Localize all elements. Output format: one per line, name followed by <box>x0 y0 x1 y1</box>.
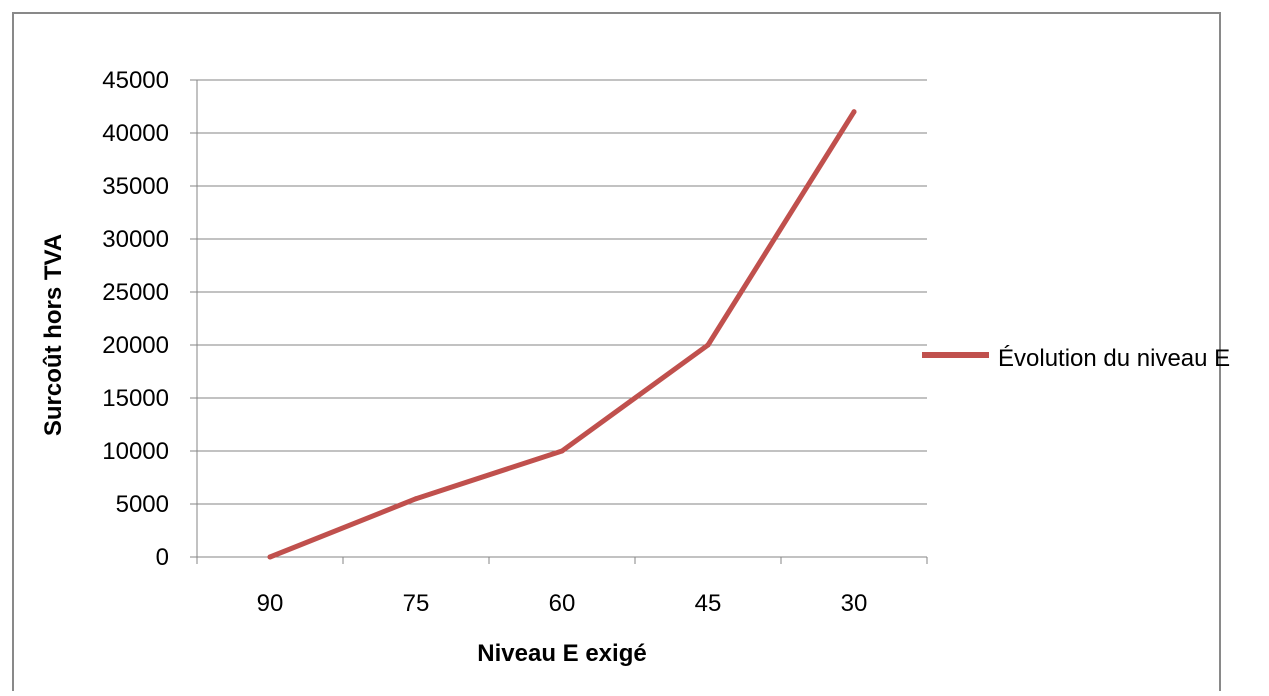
y-tick-label: 40000 <box>102 120 169 147</box>
y-tick-label: 35000 <box>102 173 169 200</box>
chart-border <box>12 12 1221 696</box>
y-tick-label: 10000 <box>102 438 169 465</box>
y-tick-label: 20000 <box>102 332 169 359</box>
legend: Évolution du niveau E <box>922 345 1230 372</box>
axes <box>196 80 928 564</box>
y-tick-label: 15000 <box>102 385 169 412</box>
data-point <box>705 342 711 348</box>
data-point <box>851 109 857 115</box>
x-axis-label: Niveau E exigé <box>477 640 646 667</box>
y-tick-label: 30000 <box>102 226 169 253</box>
data-point <box>267 554 273 560</box>
data-point <box>559 448 565 454</box>
y-tick-label: 45000 <box>102 67 169 94</box>
x-tick-label: 75 <box>403 590 430 617</box>
x-tick-label: 45 <box>695 590 722 617</box>
series-lines <box>267 109 857 560</box>
y-tick-label: 0 <box>156 544 169 571</box>
x-tick-label: 30 <box>841 590 868 617</box>
x-tick-label: 90 <box>257 590 284 617</box>
y-tick-labels: 0 5000 10000 15000 20000 25000 30000 35000 40000… <box>102 67 169 571</box>
x-tick-label: 60 <box>549 590 576 617</box>
data-point <box>413 496 419 502</box>
y-tick-label: 5000 <box>116 491 169 518</box>
y-axis-label: Surcoût hors TVA <box>40 234 67 436</box>
x-tick-labels: 90 75 60 45 30 <box>257 590 868 617</box>
y-tick-label: 25000 <box>102 279 169 306</box>
legend-label: Évolution du niveau E <box>998 345 1230 372</box>
